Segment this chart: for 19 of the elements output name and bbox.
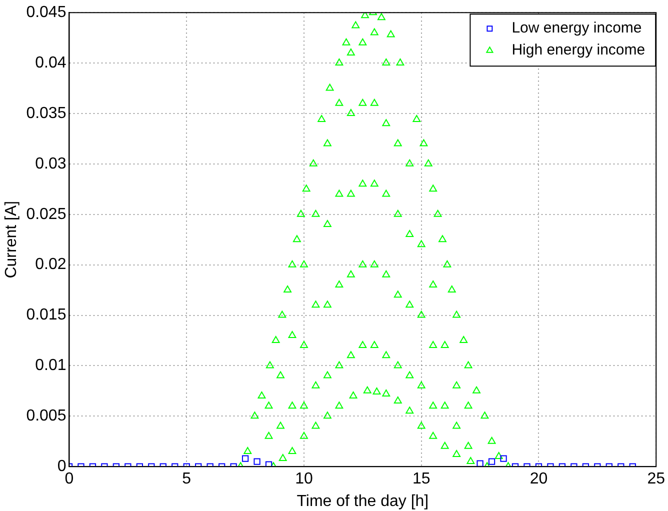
y-tick-label: 0.015 <box>26 306 66 324</box>
x-tick-label: 15 <box>412 470 430 488</box>
y-tick-label: 0.02 <box>35 256 66 274</box>
legend-label: High energy income <box>512 42 646 59</box>
legend-label: Low energy income <box>512 20 642 37</box>
y-tick-label: 0.03 <box>35 155 66 172</box>
y-tick-label: 0.045 <box>26 4 66 22</box>
y-tick-label: 0 <box>57 458 66 476</box>
x-axis-title: Time of the day [h] <box>296 492 429 510</box>
y-tick-label: 0.035 <box>26 104 66 122</box>
y-tick-label: 0.005 <box>26 408 66 425</box>
y-tick-label: 0.025 <box>26 206 66 223</box>
y-tick-label: 0.04 <box>35 54 66 72</box>
y-tick-label: 0.01 <box>35 357 66 374</box>
x-tick-label: 20 <box>530 470 548 488</box>
y-axis-title: Current [A] <box>3 200 20 278</box>
x-tick-label: 25 <box>647 470 666 488</box>
x-tick-label: 10 <box>295 470 313 488</box>
x-tick-label: 5 <box>182 470 192 488</box>
